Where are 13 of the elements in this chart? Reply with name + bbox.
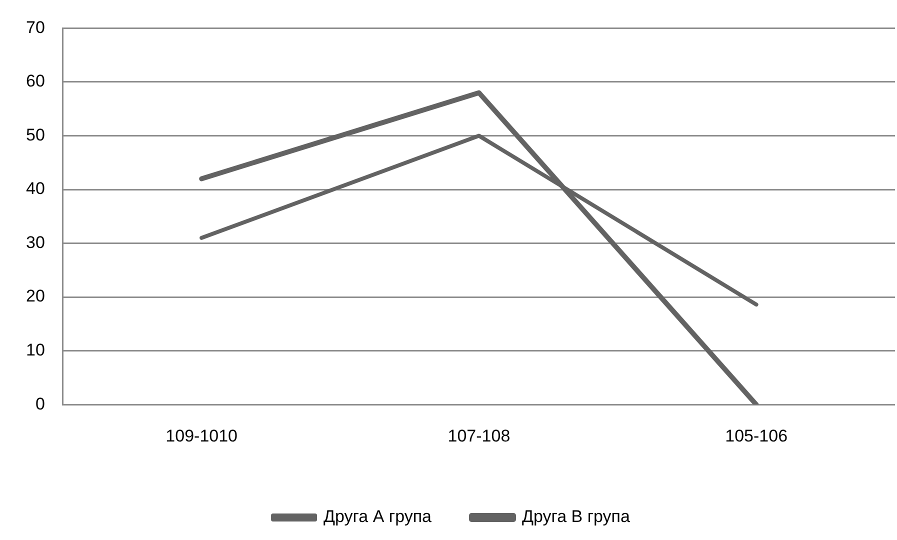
y-tick-label: 40 (26, 179, 45, 198)
x-tick-label: 109-1010 (166, 426, 238, 446)
y-tick-label: 70 (26, 18, 45, 37)
y-tick-label: 10 (26, 340, 45, 360)
x-tick-label: 105-106 (725, 426, 788, 446)
y-tick-label: 20 (26, 286, 45, 306)
y-tick-label: 0 (35, 394, 45, 414)
legend-label: Друга В група (522, 507, 631, 526)
y-tick-label: 50 (26, 125, 45, 144)
x-tick-label: 107-108 (448, 426, 510, 446)
legend-label: Друга А група (324, 507, 432, 526)
y-tick-label: 30 (26, 232, 45, 252)
y-tick-label: 60 (26, 72, 45, 91)
